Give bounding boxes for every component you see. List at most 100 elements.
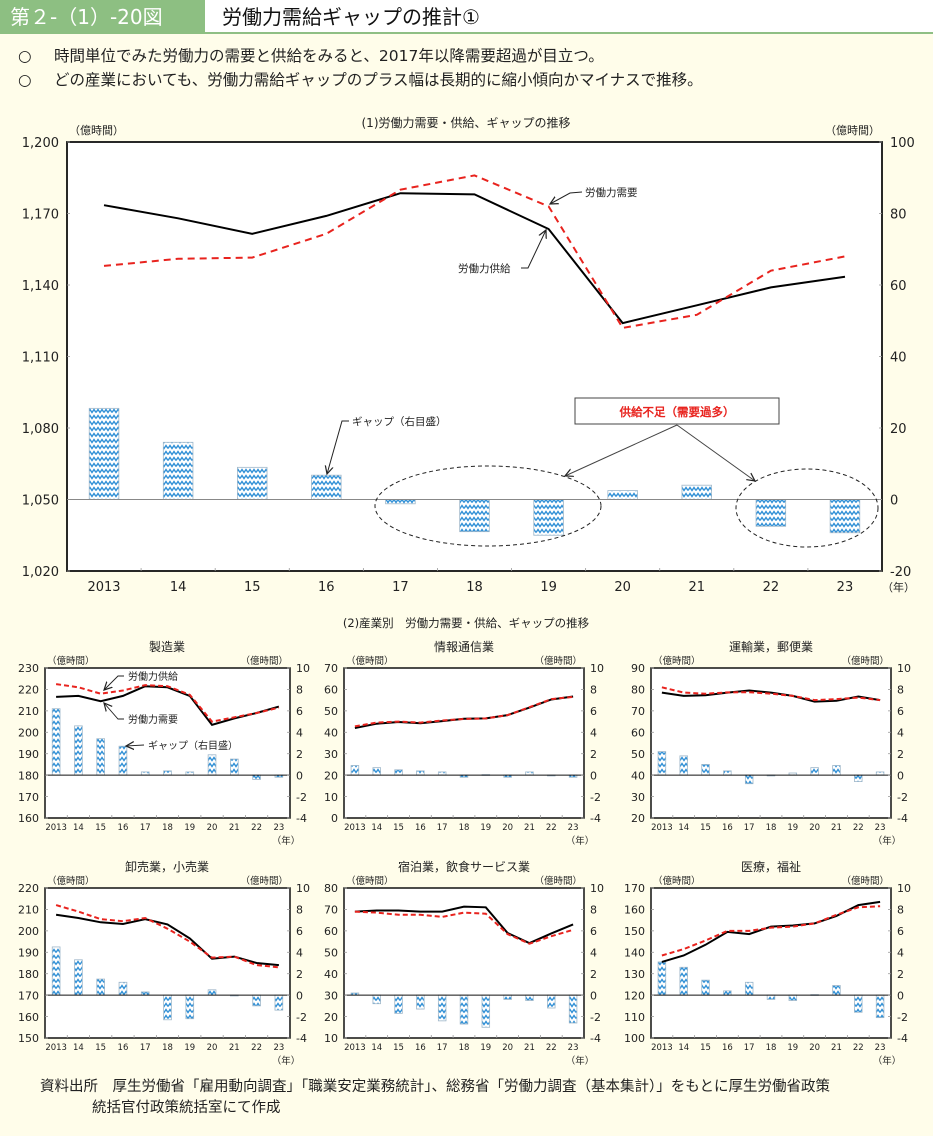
plot-area (651, 888, 891, 1038)
demand-line (55, 683, 280, 723)
summary-bullet: ○ 時間単位でみた労働力の需要と供給をみると、2017年以降需要超過が目立つ。 (18, 44, 703, 68)
gap-bar (832, 765, 841, 776)
y-tick-label-right: 0 (296, 769, 303, 782)
plot-area (45, 668, 290, 818)
industry-chart-title: 情報通信業 (434, 640, 494, 654)
x-axis-unit: （年） (272, 835, 301, 847)
y-tick-label-left: 140 (624, 946, 645, 959)
left-axis-unit: （億時間） (47, 875, 95, 887)
y-tick-label-left: 180 (18, 769, 39, 782)
x-tick-label: 17 (437, 823, 448, 833)
x-tick-label: 15 (700, 1043, 711, 1053)
gap-bar (459, 994, 469, 1025)
gap-bar (525, 994, 534, 1001)
y-tick-label-left: 190 (18, 946, 39, 959)
x-tick-label: 2013 (45, 1043, 67, 1053)
y-tick-label-right: -4 (897, 812, 908, 825)
x-tick-label: 21 (229, 1043, 240, 1053)
y-tick-label-left: 60 (324, 925, 338, 938)
left-axis-unit: （億時間） (69, 124, 124, 137)
x-tick-label: 21 (688, 580, 705, 595)
x-tick-label: 18 (459, 1043, 470, 1053)
industry-chart-title: 卸売業，小売業 (125, 859, 209, 874)
gap-bar (568, 994, 578, 1024)
x-tick-label: 19 (480, 1043, 491, 1053)
plot-frame (650, 667, 892, 819)
gap-bar (230, 758, 239, 776)
x-tick-label: 17 (437, 1043, 448, 1053)
y-tick-label-right: 8 (590, 684, 597, 697)
y-tick-label-left: 70 (324, 904, 338, 917)
x-tick-label: 20 (502, 823, 513, 833)
x-tick-label: 16 (318, 580, 335, 595)
x-tick-label: 14 (678, 1043, 689, 1053)
y-tick-label-left: 180 (18, 968, 39, 981)
y-tick-label-left: 1,200 (22, 136, 59, 151)
x-tick-label: 18 (162, 823, 173, 833)
right-axis-unit: （億時間） (825, 124, 880, 137)
plot-frame (44, 887, 291, 1039)
y-tick-label-right: -4 (296, 1032, 307, 1045)
x-tick-label: 18 (466, 580, 483, 595)
y-tick-label-right: 4 (590, 946, 597, 959)
gap-bar (416, 994, 425, 1010)
industry-chart-ict: 情報通信業 0 10 20 30 40 50 60 70 -4 -2 0 2 4 6 8 10 2013 14 15 1… (324, 640, 604, 847)
gap-bar (118, 981, 128, 996)
y-tick-label-right: 2 (897, 748, 904, 761)
x-tick-label: 19 (184, 1043, 195, 1053)
y-tick-label-left: 1,080 (22, 422, 59, 437)
y-tick-label-left: 210 (18, 705, 39, 718)
right-axis-unit: （億時間） (240, 655, 288, 667)
gap-bar (679, 966, 688, 996)
x-tick-label: 20 (207, 1043, 218, 1053)
x-tick-label: 22 (763, 580, 780, 595)
y-tick-label-right: 10 (590, 882, 604, 895)
demand-line (55, 904, 279, 969)
x-tick-label: 16 (118, 823, 129, 833)
y-tick-label-right: 2 (296, 968, 303, 981)
industry-chart-title: 運輸業，郵便業 (729, 639, 813, 654)
y-tick-label-left: 40 (324, 968, 338, 981)
x-tick-label: 21 (831, 1043, 842, 1053)
y-tick-label-right: -4 (296, 812, 307, 825)
gap-bar (274, 994, 284, 1011)
x-tick-label: 20 (207, 823, 218, 833)
y-tick-label-right: 10 (296, 662, 310, 675)
demand-label-arrow (550, 191, 583, 204)
gap-bar (88, 407, 120, 500)
plot-area (344, 668, 584, 818)
x-tick-label: 15 (95, 1043, 106, 1053)
x-tick-label: 2013 (651, 1043, 673, 1053)
x-axis-unit: （年） (873, 1055, 902, 1067)
gap-bar (207, 754, 217, 776)
demand-line (354, 910, 574, 945)
y-tick-label-left: 40 (324, 726, 338, 739)
y-tick-label-left: 1,170 (22, 207, 59, 222)
y-tick-label-right: -2 (590, 791, 601, 804)
x-tick-label: 20 (614, 580, 631, 595)
gap-bar (657, 961, 667, 996)
y-tick-label-left: 30 (324, 748, 338, 761)
source-line-1: 資料出所 厚生労働省「雇用動向調査」「職業安定業務統計」、総務省「労働力調査（基… (40, 1079, 830, 1095)
x-tick-label: 15 (393, 823, 404, 833)
y-tick-label-right: -4 (590, 1032, 601, 1045)
y-tick-label-left: 20 (631, 812, 645, 825)
bullet-text: どの産業においても、労働力需給ギャップのプラス幅は長期的に縮小傾向かマイナスで推… (54, 71, 703, 89)
y-tick-label-left: 220 (18, 882, 39, 895)
x-tick-label: 16 (722, 823, 733, 833)
y-tick-label-left: 90 (631, 662, 645, 675)
x-tick-label: 21 (831, 823, 842, 833)
x-tick-label: 20 (809, 823, 820, 833)
y-tick-label-right: 6 (296, 705, 303, 718)
series-label-arrow (104, 703, 124, 720)
y-tick-label-right: 4 (590, 726, 597, 739)
x-tick-label: 17 (744, 1043, 755, 1053)
x-axis-unit: （年） (873, 835, 902, 847)
y-tick-label-right: 0 (897, 769, 904, 782)
main-chart-title: (1)労働力需要・供給、ギャップの推移 (362, 116, 571, 130)
supply-line (661, 689, 881, 703)
circle-bullet-icon: ○ (18, 71, 32, 89)
gap-bar (788, 994, 798, 1001)
figure-number: 第２-（1）-20図 (0, 0, 205, 34)
left-axis-unit: （億時間） (47, 655, 95, 667)
